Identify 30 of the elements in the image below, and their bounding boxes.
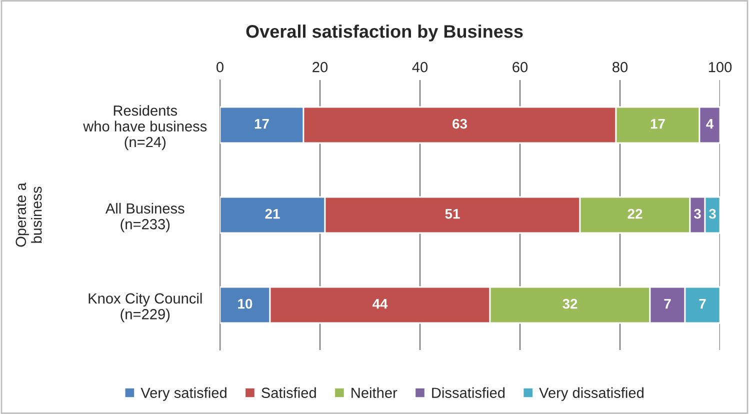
y-tick-label: All Business (n=233)	[105, 202, 184, 232]
data-label: 22	[628, 208, 642, 219]
data-label: 44	[372, 299, 388, 309]
data-label: 3	[694, 208, 701, 219]
y-tick-label: Residents who have business (n=24)	[83, 105, 207, 150]
legend-label: Very satisfied	[140, 387, 226, 401]
data-label: 21	[265, 208, 280, 219]
chart-title: Overall satisfaction by Business	[246, 24, 523, 42]
data-label: 7	[699, 299, 706, 309]
x-tick-label: 40	[412, 62, 428, 72]
legend-label: Dissatisfied	[432, 387, 505, 398]
x-tick-label: 20	[312, 62, 328, 72]
data-label: 32	[562, 298, 578, 309]
y-axis-title: Operate a business	[16, 182, 42, 247]
data-label: 51	[445, 209, 460, 219]
legend-label: Very dissatisfied	[539, 387, 644, 401]
x-tick-label: 60	[512, 62, 528, 72]
data-label: 17	[254, 119, 269, 129]
x-tick-label: 0	[216, 62, 224, 72]
x-tick-label: 80	[612, 62, 628, 72]
legend-label: Satisfied	[262, 387, 316, 398]
data-label: 63	[452, 118, 467, 129]
data-label: 17	[650, 119, 665, 129]
data-label: 10	[238, 298, 252, 309]
data-label: 3	[708, 208, 716, 219]
legend-label: Neither	[352, 387, 398, 398]
data-label: 7	[664, 299, 671, 309]
data-label: 4	[706, 119, 714, 129]
x-tick-label: 100	[708, 62, 732, 72]
y-tick-label: Knox City Council (n=229)	[88, 292, 202, 322]
